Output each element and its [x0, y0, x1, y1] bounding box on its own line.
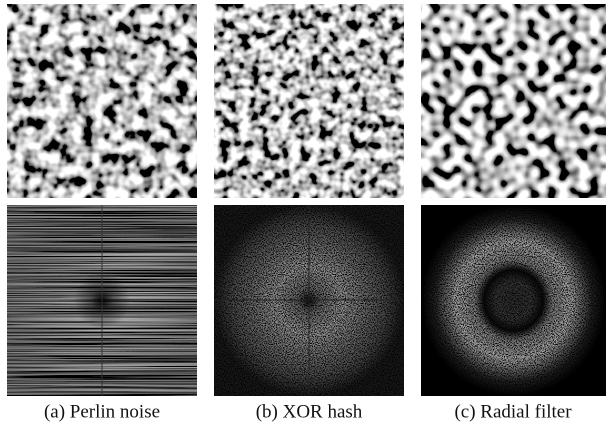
perlin-spectrum [7, 205, 197, 396]
radial-filter-texture [421, 4, 606, 198]
radial-spectrum [421, 205, 606, 396]
xor-hash-texture [214, 4, 404, 198]
perlin-noise-texture [7, 4, 197, 198]
caption: (a) Perlin noise [44, 401, 160, 422]
caption: (c) Radial filter [454, 401, 572, 422]
caption: (b) XOR hash [256, 401, 363, 422]
xor-spectrum [214, 205, 404, 396]
spectrum-shading [421, 205, 606, 396]
